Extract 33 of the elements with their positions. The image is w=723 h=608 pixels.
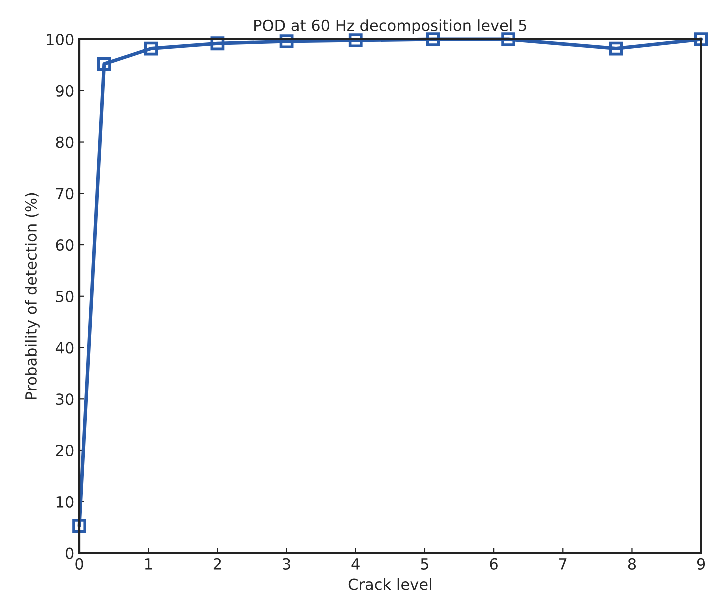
chart-title: POD at 60 Hz decomposition level 5 xyxy=(254,20,526,34)
y-tick-label: 60 xyxy=(56,239,74,252)
x-tick-label: 6 xyxy=(490,558,498,570)
y-tick-label: 10 xyxy=(56,496,74,508)
x-tick-label: 0 xyxy=(76,558,84,570)
x-tick-label: 2 xyxy=(214,558,222,570)
point xyxy=(694,32,708,46)
y-axis-title: Probability of detection (%) xyxy=(25,193,40,400)
point xyxy=(210,36,225,51)
y-tick-label: 100 xyxy=(47,34,74,46)
y-tick-label: 0 xyxy=(66,548,74,560)
x-axis-title: Crack level xyxy=(348,578,432,590)
point xyxy=(144,42,158,56)
x-tick-label: 5 xyxy=(421,558,428,570)
x-tick-label: 4 xyxy=(352,558,360,570)
y-tick-label: 80 xyxy=(56,136,74,148)
y-tick-label: 20 xyxy=(56,444,74,457)
point xyxy=(280,34,294,49)
point xyxy=(502,32,516,46)
x-tick-label: 3 xyxy=(283,558,290,570)
point xyxy=(72,519,86,533)
x-tick-label: 9 xyxy=(697,558,706,570)
y-tick-label: 40 xyxy=(56,342,74,354)
y-tick-label: 50 xyxy=(56,290,74,302)
point xyxy=(97,57,112,72)
point xyxy=(609,42,624,56)
x-tick-label: 8 xyxy=(628,558,636,570)
x-tick-label: 7 xyxy=(560,558,567,570)
y-tick-label: 90 xyxy=(56,85,74,97)
y-tick-label: 70 xyxy=(56,188,74,200)
point xyxy=(348,34,363,48)
x-tick-label: 1 xyxy=(145,558,152,570)
y-tick-label: 30 xyxy=(56,394,74,406)
